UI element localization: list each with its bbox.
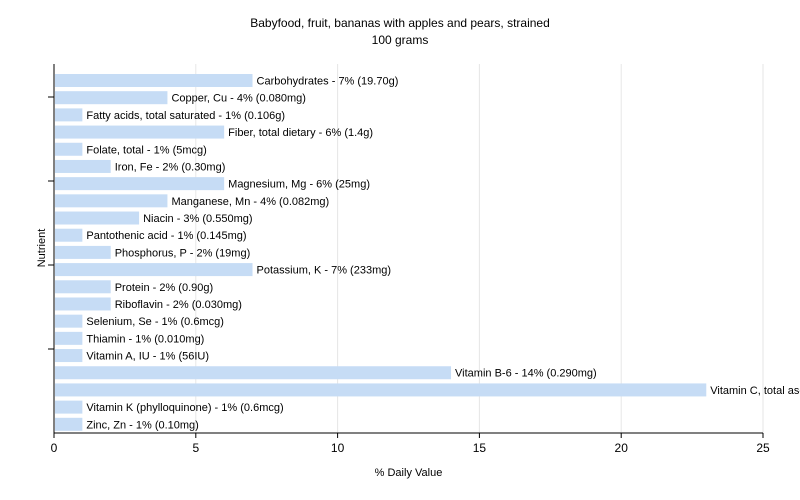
chart-title: Babyfood, fruit, bananas with apples and…: [250, 16, 550, 30]
bar: [55, 400, 83, 414]
bar-label: Folate, total - 1% (5mcg): [86, 144, 206, 156]
bar-label: Vitamin C, total ascorbic acid - 23% (13…: [710, 385, 800, 397]
bar-label: Selenium, Se - 1% (0.6mcg): [86, 316, 224, 328]
bar: [55, 159, 111, 173]
bar-label: Vitamin B-6 - 14% (0.290mg): [455, 368, 597, 380]
x-tick-label: 25: [756, 441, 770, 455]
x-tick-label: 15: [473, 441, 487, 455]
bar-label: Phosphorus, P - 2% (19mg): [115, 247, 251, 259]
bar: [55, 297, 111, 311]
y-axis-label: Nutrient: [36, 229, 48, 268]
bar: [55, 417, 83, 431]
bar-label: Carbohydrates - 7% (19.70g): [257, 76, 399, 88]
bar-label: Fiber, total dietary - 6% (1.4g): [228, 127, 373, 139]
bar: [55, 177, 225, 191]
x-tick-label: 10: [331, 441, 345, 455]
bar-label: Manganese, Mn - 4% (0.082mg): [171, 196, 329, 208]
bar: [55, 366, 452, 380]
x-tick-label: 0: [51, 441, 58, 455]
x-tick-label: 20: [615, 441, 629, 455]
bar-label: Fatty acids, total saturated - 1% (0.106…: [86, 110, 285, 122]
bar-label: Riboflavin - 2% (0.030mg): [115, 299, 242, 311]
bar-label: Vitamin K (phylloquinone) - 1% (0.6mcg): [86, 402, 283, 414]
bar-label: Potassium, K - 7% (233mg): [257, 265, 392, 277]
bar: [55, 125, 225, 139]
bar: [55, 194, 168, 208]
x-tick-label: 5: [192, 441, 199, 455]
bar: [55, 349, 83, 363]
bar: [55, 142, 83, 156]
bar: [55, 331, 83, 345]
bar: [55, 314, 83, 328]
bar-label: Zinc, Zn - 1% (0.10mg): [86, 419, 198, 431]
bar-label: Copper, Cu - 4% (0.080mg): [171, 93, 306, 105]
bar-label: Pantothenic acid - 1% (0.145mg): [86, 230, 246, 242]
bar-label: Niacin - 3% (0.550mg): [143, 213, 252, 225]
bar: [55, 245, 111, 259]
bar: [55, 228, 83, 242]
x-axis-label: % Daily Value: [375, 467, 443, 479]
bar: [55, 280, 111, 294]
bar: [55, 108, 83, 122]
bar-label: Vitamin A, IU - 1% (56IU): [86, 351, 209, 363]
bar: [55, 74, 253, 87]
bar: [55, 211, 140, 225]
chart-subtitle: 100 grams: [371, 33, 429, 47]
bar-label: Magnesium, Mg - 6% (25mg): [228, 179, 370, 191]
bar-label: Iron, Fe - 2% (0.30mg): [115, 161, 226, 173]
bar: [55, 383, 707, 397]
bar: [55, 263, 253, 277]
bar: [55, 91, 168, 105]
bar-label: Protein - 2% (0.90g): [115, 282, 213, 294]
bar-label: Thiamin - 1% (0.010mg): [86, 333, 204, 345]
